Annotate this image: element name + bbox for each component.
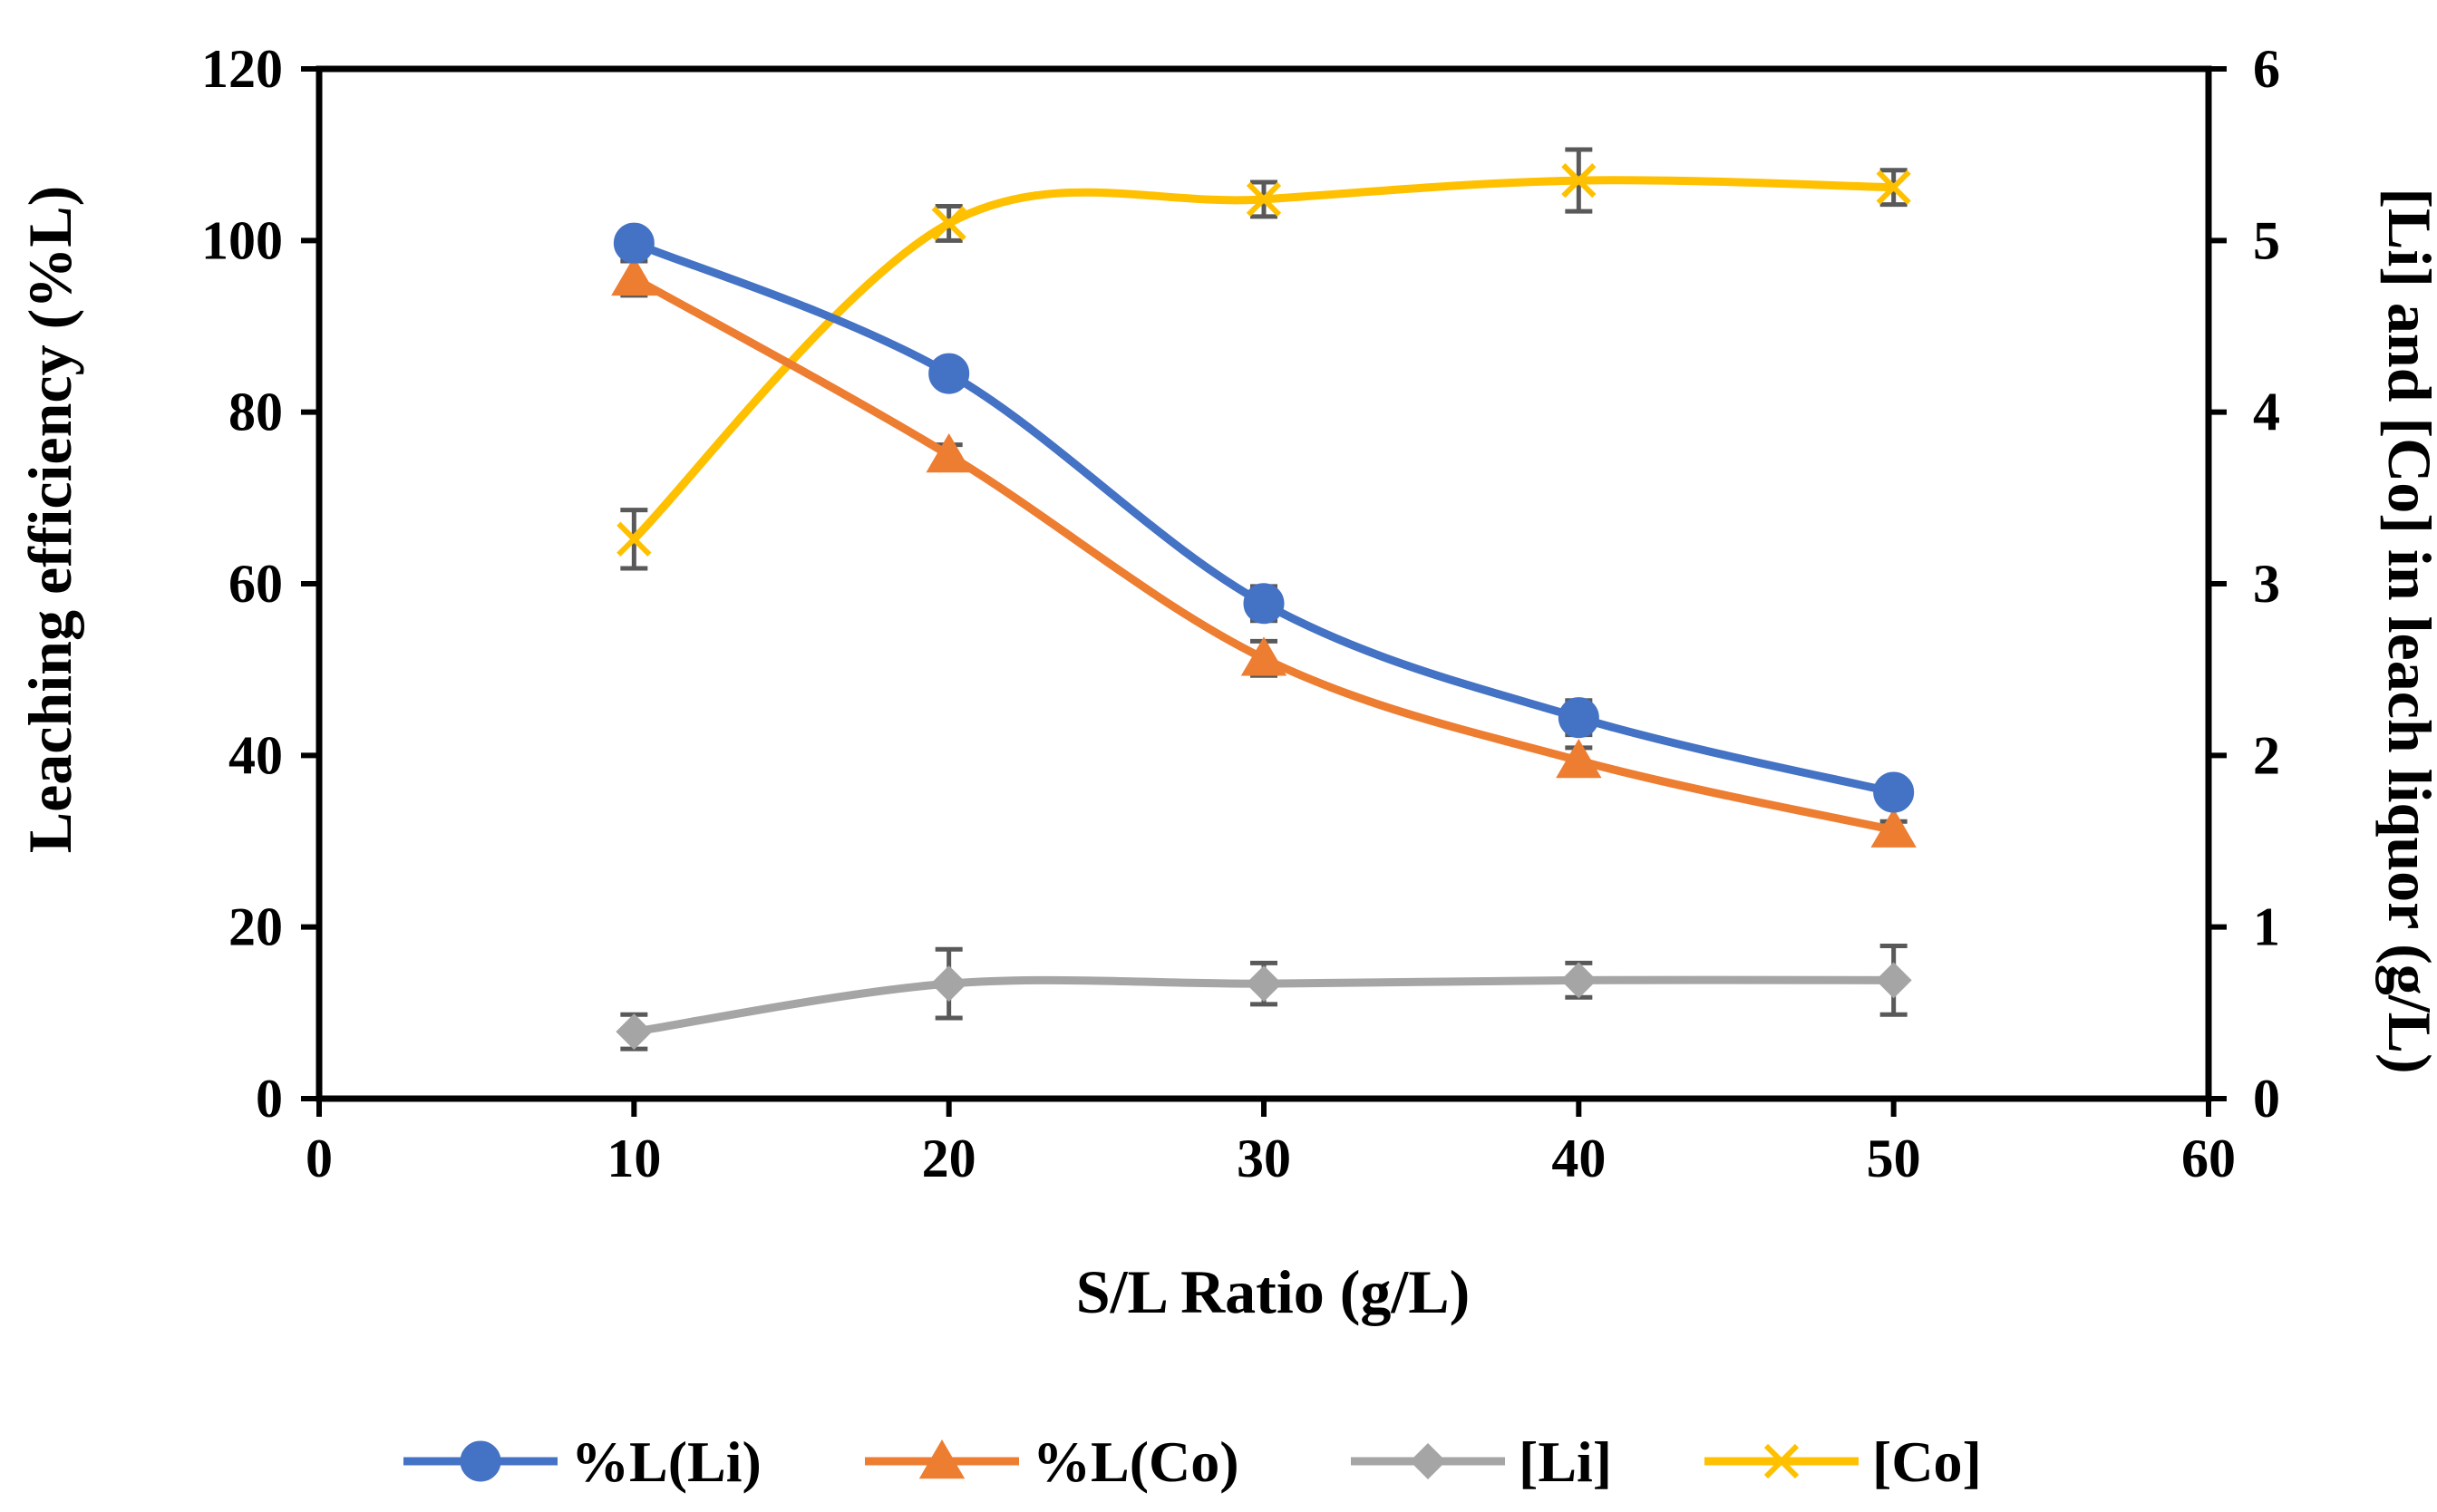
- x-tick-label: 30: [1237, 1129, 1291, 1188]
- axis-titles: S/L Ratio (g/L) Leaching efficiency (%L)…: [15, 186, 2437, 1326]
- x-axis-title: S/L Ratio (g/L): [1076, 1257, 1471, 1326]
- y-right-tick-label: 6: [2253, 39, 2280, 99]
- data-point-3: [1246, 181, 1282, 218]
- tick-labels: 0 10 20 30 40 50 60 0 20 40 60 80 100 120 0 1 2 3 4 5 6: [201, 39, 2280, 1188]
- x-tick-label: 10: [607, 1129, 661, 1188]
- legend-label-2: [Li]: [1519, 1430, 1612, 1494]
- y-left-tick-label: 60: [228, 554, 283, 614]
- data-point-2: [1560, 962, 1597, 999]
- legend: %L(Li) %L(Co) [Li] [Co]: [403, 1430, 1982, 1494]
- data-point-1: [926, 433, 972, 473]
- legend-marker-1: [918, 1439, 966, 1479]
- legend-marker-2: [1410, 1443, 1446, 1479]
- data-point-3: [617, 521, 652, 557]
- data-point-0: [1873, 771, 1915, 813]
- x-tick-label: 0: [306, 1129, 333, 1188]
- data-point-3: [1561, 162, 1597, 199]
- data-point-2: [1246, 965, 1282, 1003]
- data-point-0: [1243, 583, 1285, 625]
- y-left-tick-label: 100: [201, 210, 283, 270]
- x-tick-label: 60: [2181, 1129, 2236, 1188]
- y-right-tick-label: 2: [2253, 725, 2280, 785]
- data-point-1: [611, 256, 657, 296]
- y-left-tick-label: 40: [228, 725, 283, 785]
- y-left-tick-label: 120: [201, 39, 283, 99]
- y-left-tick-label: 80: [228, 383, 283, 442]
- y-left-tick-label: 0: [256, 1069, 283, 1129]
- data-point-2: [1875, 962, 1912, 999]
- legend-label-0: %L(Li): [571, 1430, 762, 1494]
- y-right-tick-label: 0: [2253, 1069, 2280, 1129]
- y-left-axis-title: Leaching efficiency (%L): [15, 186, 84, 854]
- legend-marker-0: [460, 1440, 501, 1482]
- legend-label-1: %L(Co): [1033, 1430, 1239, 1494]
- data-point-1: [1870, 808, 1917, 848]
- y-left-tick-label: 20: [228, 897, 283, 957]
- data-point-0: [613, 222, 655, 264]
- x-tick-label: 40: [1551, 1129, 1606, 1188]
- data-point-1: [1556, 739, 1602, 779]
- x-tick-label: 20: [922, 1129, 976, 1188]
- legend-label-3: [Co]: [1872, 1430, 1982, 1494]
- data-point-3: [1876, 170, 1911, 205]
- legend-marker-3: [1763, 1443, 1800, 1479]
- y-right-tick-label: 3: [2253, 554, 2280, 614]
- y-right-tick-label: 1: [2253, 897, 2280, 957]
- y-right-tick-label: 5: [2253, 210, 2280, 270]
- data-point-0: [1558, 697, 1599, 739]
- data-point-3: [931, 206, 966, 241]
- series-line-3: [629, 176, 1898, 544]
- y-right-tick-label: 4: [2253, 383, 2280, 442]
- axes: [301, 65, 2227, 1117]
- x-tick-label: 50: [1867, 1129, 1921, 1188]
- data-point-2: [616, 1013, 653, 1051]
- data-point-2: [930, 965, 967, 1003]
- y-right-axis-title: [Li] and [Co] in leach liquor (g/L): [2375, 188, 2437, 1073]
- data-point-0: [928, 353, 970, 394]
- series-markers: [611, 162, 1917, 1051]
- data-point-1: [1240, 636, 1287, 676]
